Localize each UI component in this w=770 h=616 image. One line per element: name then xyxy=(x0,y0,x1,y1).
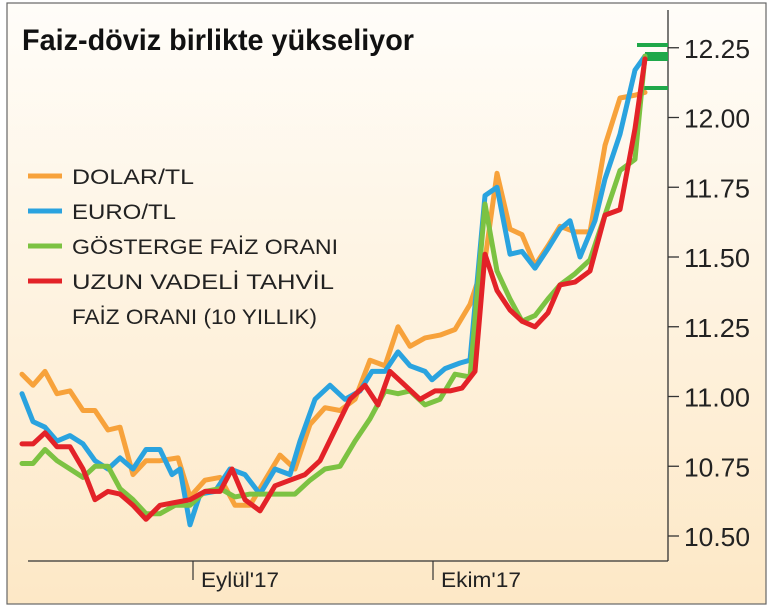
y-tick-label: 12.00 xyxy=(684,104,750,134)
legend-label: EURO/TL xyxy=(72,201,176,224)
x-tick-label: Ekim'17 xyxy=(441,569,521,592)
legend-label: GÖSTERGE FAİZ ORANI xyxy=(72,236,338,259)
series-line-euro xyxy=(19,53,648,528)
x-tick-label: Eylül'17 xyxy=(201,569,279,592)
y-tick-label: 11.50 xyxy=(684,243,750,273)
y-tick-label: 11.75 xyxy=(684,173,750,203)
legend-label: DOLAR/TL xyxy=(72,166,194,189)
series-line-gosterge xyxy=(19,53,648,517)
series-line-tahvil xyxy=(19,56,648,522)
y-tick-label: 11.00 xyxy=(684,383,750,413)
range-marker-low xyxy=(640,86,668,90)
y-tick-label: 10.75 xyxy=(684,452,750,482)
legend-label: UZUN VADELİ TAHVİL xyxy=(72,271,334,294)
range-marker-current xyxy=(645,52,668,61)
y-tick-label: 11.25 xyxy=(684,313,750,343)
range-marker-high xyxy=(637,43,668,47)
legend-label-line2: FAİZ ORANI (10 YILLIK) xyxy=(72,306,317,329)
y-tick-label: 12.25 xyxy=(684,34,750,64)
chart-frame xyxy=(6,2,767,605)
y-tick-label: 10.50 xyxy=(684,522,750,552)
chart-title: Faiz-döviz birlikte yükseliyor xyxy=(22,24,414,57)
